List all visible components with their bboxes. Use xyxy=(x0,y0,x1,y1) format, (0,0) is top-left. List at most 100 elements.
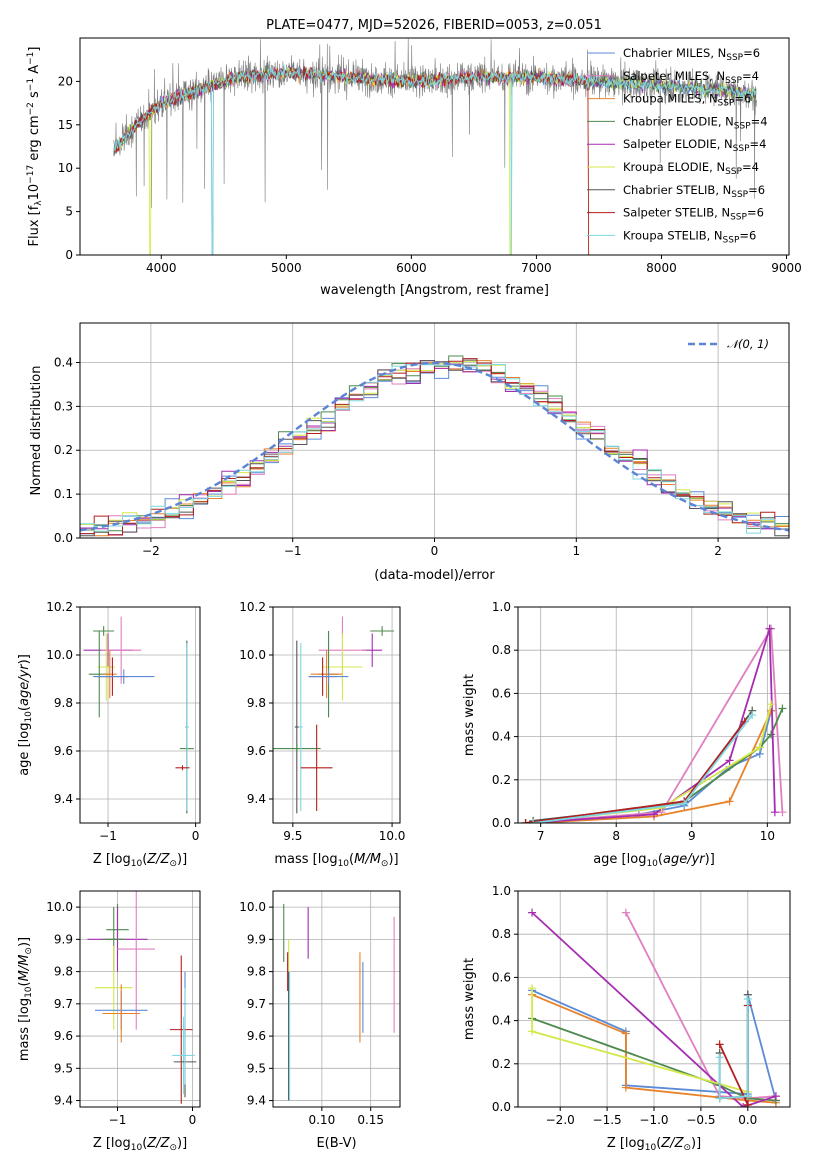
mass-vs-z-point-salpeter_miles xyxy=(117,891,155,1030)
legend-label-salpeter_miles: Salpeter MILES, NSSP=4 xyxy=(623,69,759,86)
weight-vs-age-marker-kroupa_elodie xyxy=(755,743,764,752)
weight-vs-age-marker-kroupa_stelib xyxy=(529,819,538,823)
weight-vs-age-ytick-label: 0.6 xyxy=(492,686,511,700)
mass-vs-z-ylabel-part: )] xyxy=(17,937,32,947)
age-vs-z-frame xyxy=(79,606,201,824)
age-vs-z-xlabel-part: )] xyxy=(177,852,187,867)
mass-vs-z-point-kroupa_stelib xyxy=(172,1016,195,1095)
legend-label-kroupa_miles-part: Kroupa MILES, N xyxy=(623,92,718,106)
age-vs-z-ytick-label: 9.8 xyxy=(54,696,73,710)
weight-vs-age-ytick-label: 0.2 xyxy=(492,773,511,787)
age-vs-mass-xlabel-part: mass [log xyxy=(274,852,337,867)
legend-label-kroupa_stelib-part: =6 xyxy=(739,228,756,242)
weight-vs-z-marker-salpeter_elodie xyxy=(528,908,537,917)
mass-vs-z-point-salpeter_stelib xyxy=(170,955,193,1104)
age-vs-mass-ytick-label: 9.4 xyxy=(247,792,266,806)
mass-vs-z-xlabel: Z [log10(Z/Z⊙)] xyxy=(93,1136,187,1153)
weight-vs-z-xtick-label: −2.0 xyxy=(546,1113,575,1127)
age-vs-z-ylabel: age [log10(age/yr)] xyxy=(17,654,34,776)
spectrum-ylabel-part: erg cm xyxy=(27,115,42,164)
legend-label-chabrier_miles-part: Chabrier MILES, N xyxy=(623,46,726,60)
age-vs-mass-xlabel-part: ( xyxy=(349,852,354,867)
weight-vs-age-ytick-label: 0.4 xyxy=(492,730,511,744)
mass-vs-ebv-ytick-label: 10.0 xyxy=(239,900,266,914)
age-vs-mass-ytick-label: 10.0 xyxy=(239,648,266,662)
age-vs-z-xlabel-part: Z [log xyxy=(93,852,131,867)
legend-label-kroupa_miles-part: =6 xyxy=(734,92,751,106)
mass-vs-ebv-xtick-label: 0.10 xyxy=(308,1113,335,1127)
weight-vs-z-marker-kroupa_stelib xyxy=(743,995,752,1003)
mass-vs-z-xlabel-part: Z [log xyxy=(93,1136,131,1151)
spectrum-xtick-label: 9000 xyxy=(771,261,802,275)
weight-vs-age-ytick-label: 0.0 xyxy=(492,816,511,830)
weight-vs-age-marker-kroupa_elodie xyxy=(767,700,776,709)
weight-vs-age-marker-chabrier_elodie xyxy=(778,704,787,713)
age-vs-z-ytick-label: 10.2 xyxy=(46,600,73,614)
age-vs-mass-point-chabrier_elodie xyxy=(273,743,321,754)
spectrum-ylabel: Flux [fλ10−17 erg cm−2 s−1 A−1] xyxy=(26,47,44,247)
mass-vs-z-ytick-label: 9.7 xyxy=(54,997,73,1011)
weight-vs-age-xlabel-part: age [log xyxy=(593,852,646,867)
spectrum-ylabel-part: −1 xyxy=(26,78,36,91)
age-vs-mass-point-kroupa_elodie xyxy=(322,633,363,701)
histogram-ytick-label: 0.0 xyxy=(54,531,73,545)
mass-vs-z-xlabel-part: ( xyxy=(142,1136,147,1151)
spectrum-legend: Chabrier MILES, N SSP =6 Salpeter MILES, NS… xyxy=(587,46,768,245)
weight-vs-z-xlabel-part: )] xyxy=(691,1136,701,1151)
spectrum-xtick-label: 7000 xyxy=(521,261,552,275)
mass-vs-z-ylabel-part: mass [log xyxy=(17,998,32,1061)
mass-vs-ebv-xlabel-part: E(B-V) xyxy=(316,1136,356,1151)
weight-vs-age-marker-kroupa_stelib xyxy=(680,799,689,808)
age-vs-mass-point-kroupa_miles xyxy=(310,650,343,699)
mass-vs-z-ytick-label: 9.9 xyxy=(54,932,73,946)
weight-vs-z-xtick-label: −1.0 xyxy=(639,1113,668,1127)
legend-label-chabrier_stelib-part: Chabrier STELIB, N xyxy=(623,183,731,197)
weight-vs-z-xtick-label: 0.0 xyxy=(738,1113,757,1127)
weight-vs-z-marker-kroupa_miles xyxy=(621,1029,630,1038)
spectrum-ylabel-part: A xyxy=(27,65,42,78)
weight-vs-age-marker-salpeter_elodie xyxy=(650,810,658,819)
age-vs-mass-frame xyxy=(272,606,401,824)
legend-label-chabrier_stelib-part: =6 xyxy=(748,183,765,197)
legend-label-salpeter_stelib: Salpeter STELIB, NSSP=6 xyxy=(623,206,764,223)
mass-vs-ebv-ytick-label: 9.8 xyxy=(247,965,266,979)
age-vs-z-ylabel-part: 10 xyxy=(24,711,34,723)
histogram-xtick-label: −1 xyxy=(284,544,302,558)
weight-vs-age-xlabel-part: age/yr xyxy=(663,852,706,867)
weight-vs-age-ylabel: mass weight xyxy=(462,674,477,756)
weight-vs-z-marker-kroupa_miles xyxy=(621,1083,630,1092)
age-vs-z-point-salpeter_stelib xyxy=(175,765,190,771)
weight-vs-z-marker-salpeter_elodie xyxy=(771,1092,780,1101)
spectrum-xtick-label: 4000 xyxy=(146,261,177,275)
age-vs-z-point-kroupa_stelib xyxy=(185,643,189,811)
spectrum-ylabel-part: −1 xyxy=(26,52,36,65)
age-vs-mass-point-chabrier_elodie xyxy=(370,626,395,636)
mass-vs-z-point-kroupa_miles xyxy=(102,984,140,1043)
age-vs-z-xlabel-part: Z/Z xyxy=(146,852,170,867)
age-vs-mass-xlabel: mass [log10(M/M⊙)] xyxy=(274,852,398,869)
legend-label-salpeter_miles-part: =4 xyxy=(742,69,759,83)
legend-label-salpeter_elodie-part: =4 xyxy=(750,137,767,151)
spectrum-ytick-label: 0 xyxy=(65,248,73,262)
histogram-ytick-label: 0.1 xyxy=(54,487,73,501)
mass-vs-ebv-xtick-label: 0.15 xyxy=(357,1113,384,1127)
legend-label-salpeter_elodie-part: SSP xyxy=(733,144,750,154)
weight-vs-z-marker-kroupa_stelib xyxy=(715,1094,724,1103)
mass-vs-z-ytick-label: 9.5 xyxy=(54,1061,73,1075)
weight-vs-age-xtick-label: 7 xyxy=(537,829,545,843)
weight-vs-z-xlabel-part: Z/Z xyxy=(660,1136,684,1151)
age-vs-z-xlabel-part: 10 xyxy=(131,859,143,869)
weight-vs-age-marker-salpeter_elodie xyxy=(770,808,779,817)
age-vs-z-point-salpeter_miles xyxy=(101,616,142,684)
mass-vs-z-frame xyxy=(79,890,201,1108)
weight-vs-age-xlabel: age [log10(age/yr)] xyxy=(593,852,715,869)
age-vs-mass-xtick-label: 10.0 xyxy=(379,829,406,843)
weight-vs-age-marker-chabrier_elodie xyxy=(767,730,776,739)
weight-vs-z-xlabel-part: ( xyxy=(656,1136,661,1151)
mass-vs-z-ylabel-part: ( xyxy=(17,981,32,986)
histogram-xlabel: (data-model)/error xyxy=(374,568,495,583)
mass-vs-z-ytick-label: 10.0 xyxy=(46,900,73,914)
weight-vs-z-marker-salpeter_stelib xyxy=(743,1100,752,1107)
mass-vs-z-ytick-label: 9.4 xyxy=(54,1094,73,1108)
mass-vs-z-ylabel: mass [log10(M/M⊙)] xyxy=(17,937,34,1061)
